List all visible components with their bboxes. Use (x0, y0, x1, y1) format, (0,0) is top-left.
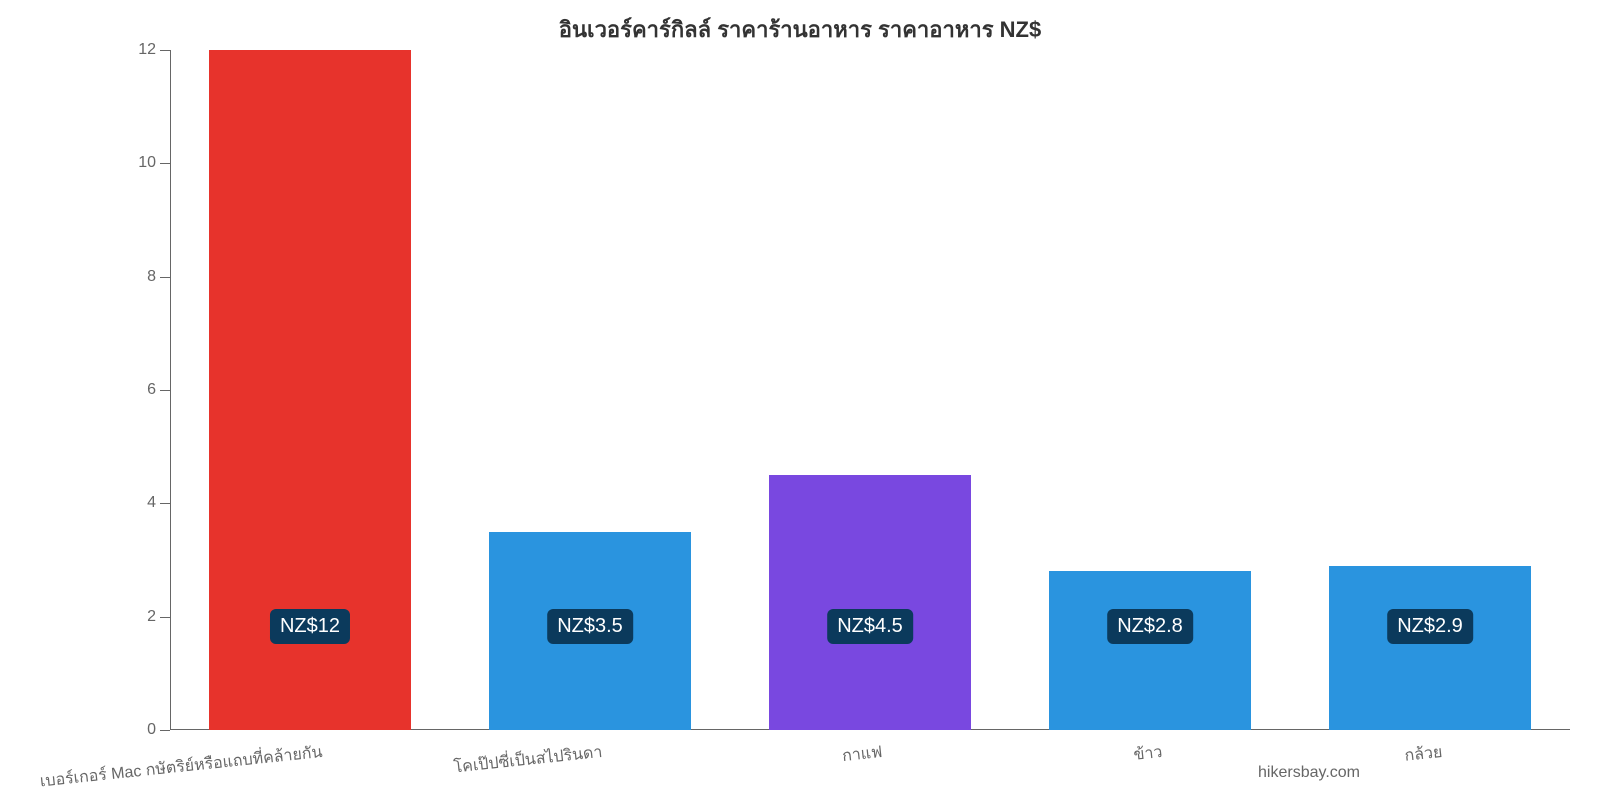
bar: NZ$2.8 (1049, 571, 1251, 730)
x-tick-label: เบอร์เกอร์ Mac กษัตริย์หรือแถบที่คล้ายกั… (38, 730, 324, 794)
plot-area: 024681012 NZ$12NZ$3.5NZ$4.5NZ$2.8NZ$2.9 … (170, 50, 1570, 730)
y-tick-label: 8 (147, 268, 170, 286)
chart-container: 024681012 NZ$12NZ$3.5NZ$4.5NZ$2.8NZ$2.9 … (170, 50, 1570, 730)
bar: NZ$3.5 (489, 532, 691, 730)
attribution-text: hikersbay.com (1258, 764, 1360, 782)
y-tick-label: 12 (138, 41, 170, 59)
x-tick-label: ข้าว (1131, 730, 1163, 768)
x-tick-label: กาแฟ (840, 730, 884, 769)
y-tick-label: 6 (147, 381, 170, 399)
y-tick-label: 4 (147, 494, 170, 512)
y-tick-label: 10 (138, 154, 170, 172)
y-tick-label: 0 (147, 721, 170, 739)
bar: NZ$12 (209, 50, 411, 730)
y-tick-label: 2 (147, 608, 170, 626)
bar-value-label: NZ$2.8 (1107, 609, 1193, 644)
bar-value-label: NZ$12 (270, 609, 350, 644)
bar-value-label: NZ$4.5 (827, 609, 913, 644)
bar-value-label: NZ$2.9 (1387, 609, 1473, 644)
y-axis (170, 50, 171, 730)
bar: NZ$2.9 (1329, 566, 1531, 730)
bar-value-label: NZ$3.5 (547, 609, 633, 644)
x-tick-label: โคเป๊ปซี่เป็นสไปรินดา (452, 730, 604, 780)
bar: NZ$4.5 (769, 475, 971, 730)
x-tick-label: กล้วย (1402, 730, 1443, 769)
chart-title: อินเวอร์คาร์กิลล์ ราคาร้านอาหาร ราคาอาหา… (0, 0, 1600, 47)
